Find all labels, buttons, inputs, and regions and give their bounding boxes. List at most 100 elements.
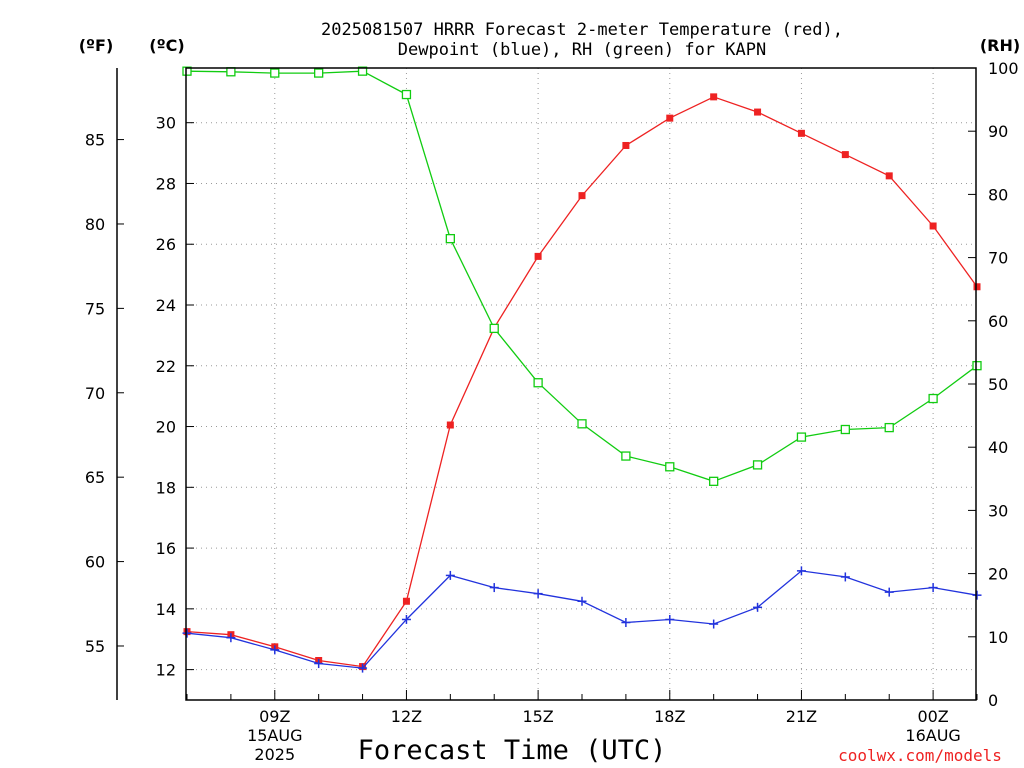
dewpoint-marker [665, 614, 675, 624]
rh-marker [665, 462, 675, 472]
celsius-tick-label: 14 [156, 600, 176, 619]
dewpoint-marker [401, 614, 411, 624]
rh-marker [357, 66, 368, 76]
dewpoint-series [182, 566, 982, 673]
celsius-tick-label: 24 [156, 296, 176, 315]
rh-marker [401, 89, 412, 100]
rh-tick-label: 20 [988, 565, 1008, 584]
rh-tick-label: 10 [988, 628, 1008, 647]
dewpoint-marker [972, 590, 982, 600]
temperature-series [183, 93, 981, 671]
temperature-marker [754, 108, 762, 116]
temperature-marker [973, 283, 981, 291]
rh-tick-label: 90 [988, 122, 1008, 141]
dewpoint-marker [928, 583, 938, 593]
date-tick-label: 15AUG [247, 726, 302, 745]
plot-frame [185, 67, 977, 701]
rh-marker [445, 233, 455, 244]
celsius-tick-label: 22 [156, 357, 176, 376]
rh-marker [796, 432, 807, 442]
series-layer [182, 66, 982, 673]
rh-marker [226, 67, 236, 77]
time-tick-label: 18Z [654, 707, 685, 726]
temperature-marker [534, 252, 542, 260]
temperature-marker [885, 172, 893, 180]
temperature-marker [929, 222, 937, 230]
dewpoint-marker [270, 645, 280, 655]
rh-axis: 0 10 20 30 40 50 60 70 80 90 100 [968, 59, 1019, 710]
rh-marker [577, 419, 587, 429]
fahrenheit-tick-label: 75 [85, 299, 105, 318]
rh-tick-label: 80 [988, 185, 1008, 204]
chart-title-line-1: 2025081507 HRRR Forecast 2-meter Tempera… [321, 20, 843, 40]
celsius-axis: 12 14 16 18 20 22 24 26 28 30 [156, 114, 194, 680]
rh-marker [884, 422, 894, 433]
dewpoint-marker [489, 583, 499, 593]
rh-marker [928, 393, 938, 404]
temperature-marker [578, 192, 586, 200]
dewpoint-marker [753, 602, 763, 612]
fahrenheit-tick-label: 70 [85, 384, 105, 403]
celsius-tick-label: 20 [156, 418, 176, 437]
fahrenheit-tick-label: 55 [85, 637, 105, 656]
celsius-tick-label: 30 [156, 114, 176, 133]
dewpoint-marker [884, 587, 894, 597]
fahrenheit-tick-label: 60 [85, 553, 105, 572]
dewpoint-marker [577, 596, 587, 606]
dewpoint-marker [533, 589, 543, 599]
rh-marker [972, 361, 982, 371]
celsius-tick-label: 26 [156, 235, 176, 254]
year-tick-label: 2025 [254, 745, 295, 764]
rh-unit-label: (RH) [980, 36, 1020, 55]
temperature-marker [841, 151, 849, 159]
temperature-marker [402, 597, 410, 605]
rh-tick-label: 0 [988, 691, 998, 710]
fahrenheit-unit-label: (ºF) [79, 36, 114, 55]
rh-marker [621, 451, 631, 461]
rh-marker [489, 323, 499, 334]
dewpoint-marker [314, 659, 324, 669]
celsius-tick-label: 18 [156, 478, 176, 497]
fahrenheit-tick-label: 85 [85, 131, 105, 150]
credit-text: coolwx.com/models [838, 746, 1002, 765]
dewpoint-marker [621, 618, 631, 628]
dewpoint-marker [840, 572, 850, 582]
dewpoint-marker [358, 663, 368, 673]
time-tick-label: 00Z [917, 707, 948, 726]
temperature-marker [446, 421, 454, 429]
time-tick-label: 12Z [391, 707, 422, 726]
dewpoint-marker [796, 566, 806, 576]
rh-tick-label: 60 [988, 312, 1008, 331]
temperature-marker [622, 141, 630, 149]
dewpoint-line [186, 570, 978, 669]
dewpoint-marker [182, 628, 192, 638]
rh-marker [709, 476, 719, 486]
rh-marker [752, 460, 763, 470]
rh-marker [314, 68, 324, 78]
celsius-tick-label: 16 [156, 539, 176, 558]
rh-tick-label: 70 [988, 249, 1008, 268]
dewpoint-marker [709, 619, 719, 629]
rh-marker [270, 68, 280, 78]
rh-tick-label: 50 [988, 375, 1008, 394]
rh-marker [840, 424, 850, 435]
time-tick-label: 09Z [259, 707, 290, 726]
dewpoint-marker [445, 570, 455, 580]
x-axis-title: Forecast Time (UTC) [358, 735, 667, 766]
temperature-marker [666, 114, 674, 122]
dewpoint-marker [226, 633, 236, 643]
date-tick-label: 16AUG [905, 726, 960, 745]
fahrenheit-tick-label: 80 [85, 215, 105, 234]
celsius-tick-label: 28 [156, 174, 176, 193]
rh-marker [533, 378, 543, 388]
rh-series [182, 66, 982, 486]
rh-tick-label: 30 [988, 501, 1008, 520]
time-tick-label: 21Z [786, 707, 817, 726]
fahrenheit-axis: 55 60 65 70 75 80 85 [85, 131, 124, 656]
grid-lines [186, 68, 976, 700]
temperature-marker [797, 129, 805, 137]
chart-title-line-2: Dewpoint (blue), RH (green) for KAPN [398, 40, 766, 60]
fahrenheit-tick-label: 65 [85, 468, 105, 487]
